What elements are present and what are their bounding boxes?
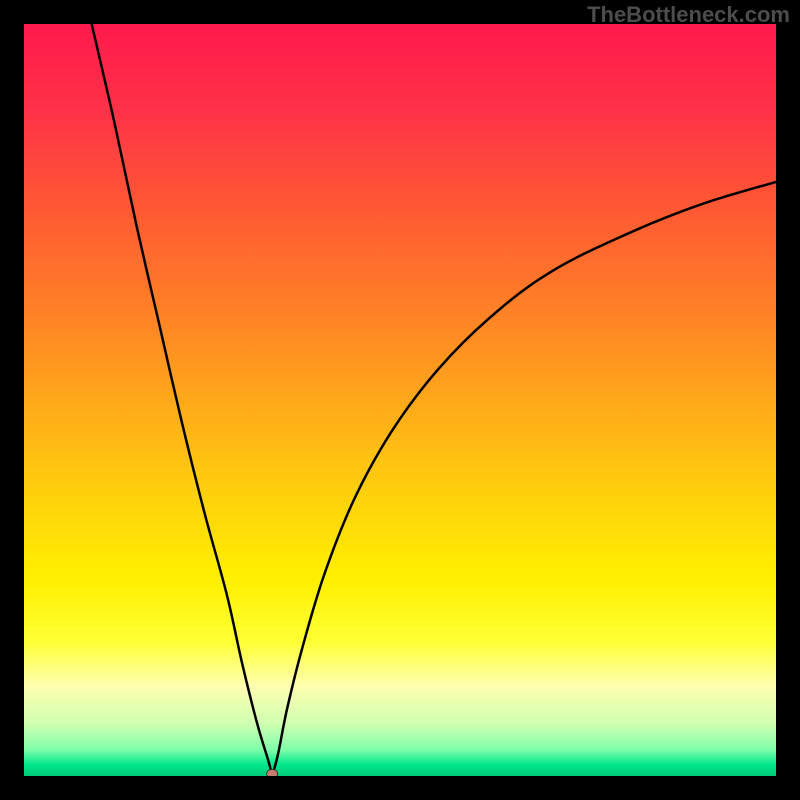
curve-path xyxy=(92,24,776,776)
watermark-text: TheBottleneck.com xyxy=(587,2,790,28)
figure-frame: TheBottleneck.com xyxy=(0,0,800,800)
bottleneck-curve xyxy=(24,24,776,776)
plot-area xyxy=(24,24,776,776)
minimum-marker xyxy=(267,769,278,776)
